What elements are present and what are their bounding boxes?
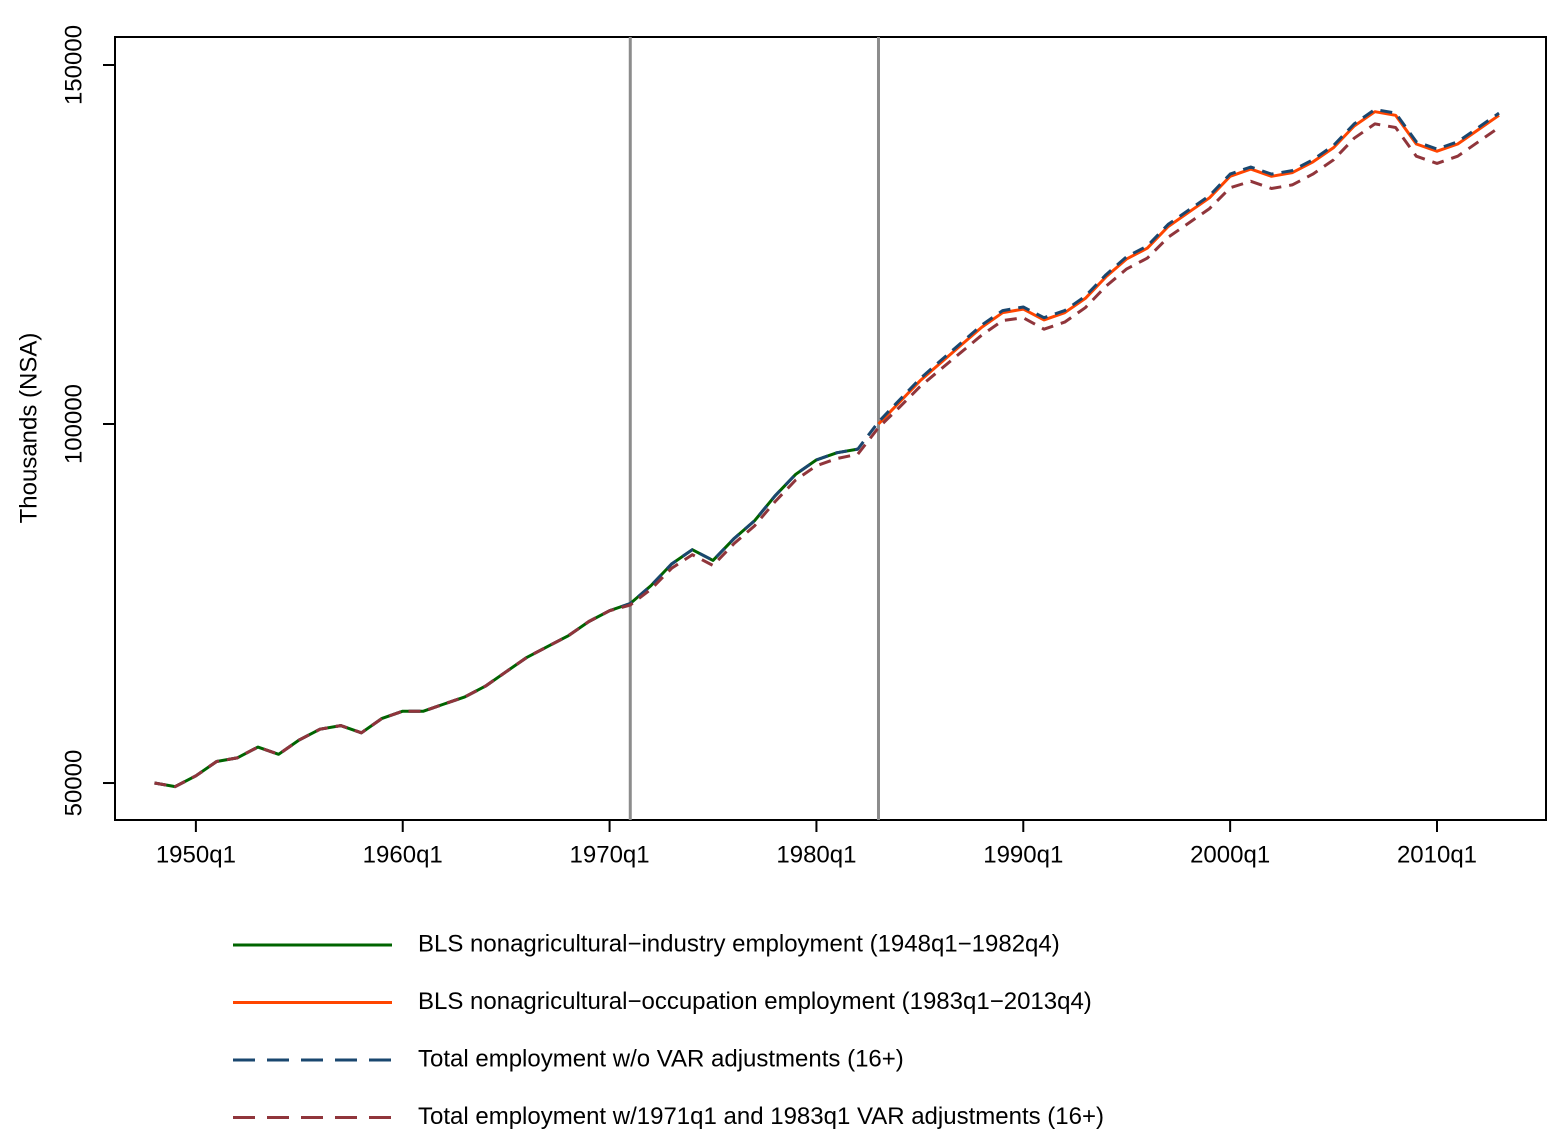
legend-label: BLS nonagricultural−occupation employmen… [418,988,1092,1015]
x-tick-label: 2010q1 [1397,841,1477,868]
legend-label: Total employment w/1971q1 and 1983q1 VAR… [418,1103,1104,1130]
y-axis-label: Thousands (NSA) [15,333,42,524]
x-tick-label: 1990q1 [983,841,1063,868]
series-line [154,447,859,789]
series-line [877,110,1500,426]
x-tick-label: 1960q1 [363,841,443,868]
y-tick-label: 100000 [60,384,87,464]
x-tick-label: 1970q1 [570,841,650,868]
legend-label: Total employment w/o VAR adjustments (16… [418,1045,904,1072]
series-line [154,108,1500,789]
y-tick-label: 150000 [60,25,87,105]
x-tick-label: 1950q1 [156,841,236,868]
series-line [154,122,1500,789]
legend-label: BLS nonagricultural−industry employment … [418,930,1060,957]
x-tick-label: 2000q1 [1190,841,1270,868]
plot-frame [114,36,1547,821]
y-tick-label: 50000 [60,750,87,817]
x-tick-label: 1980q1 [776,841,856,868]
